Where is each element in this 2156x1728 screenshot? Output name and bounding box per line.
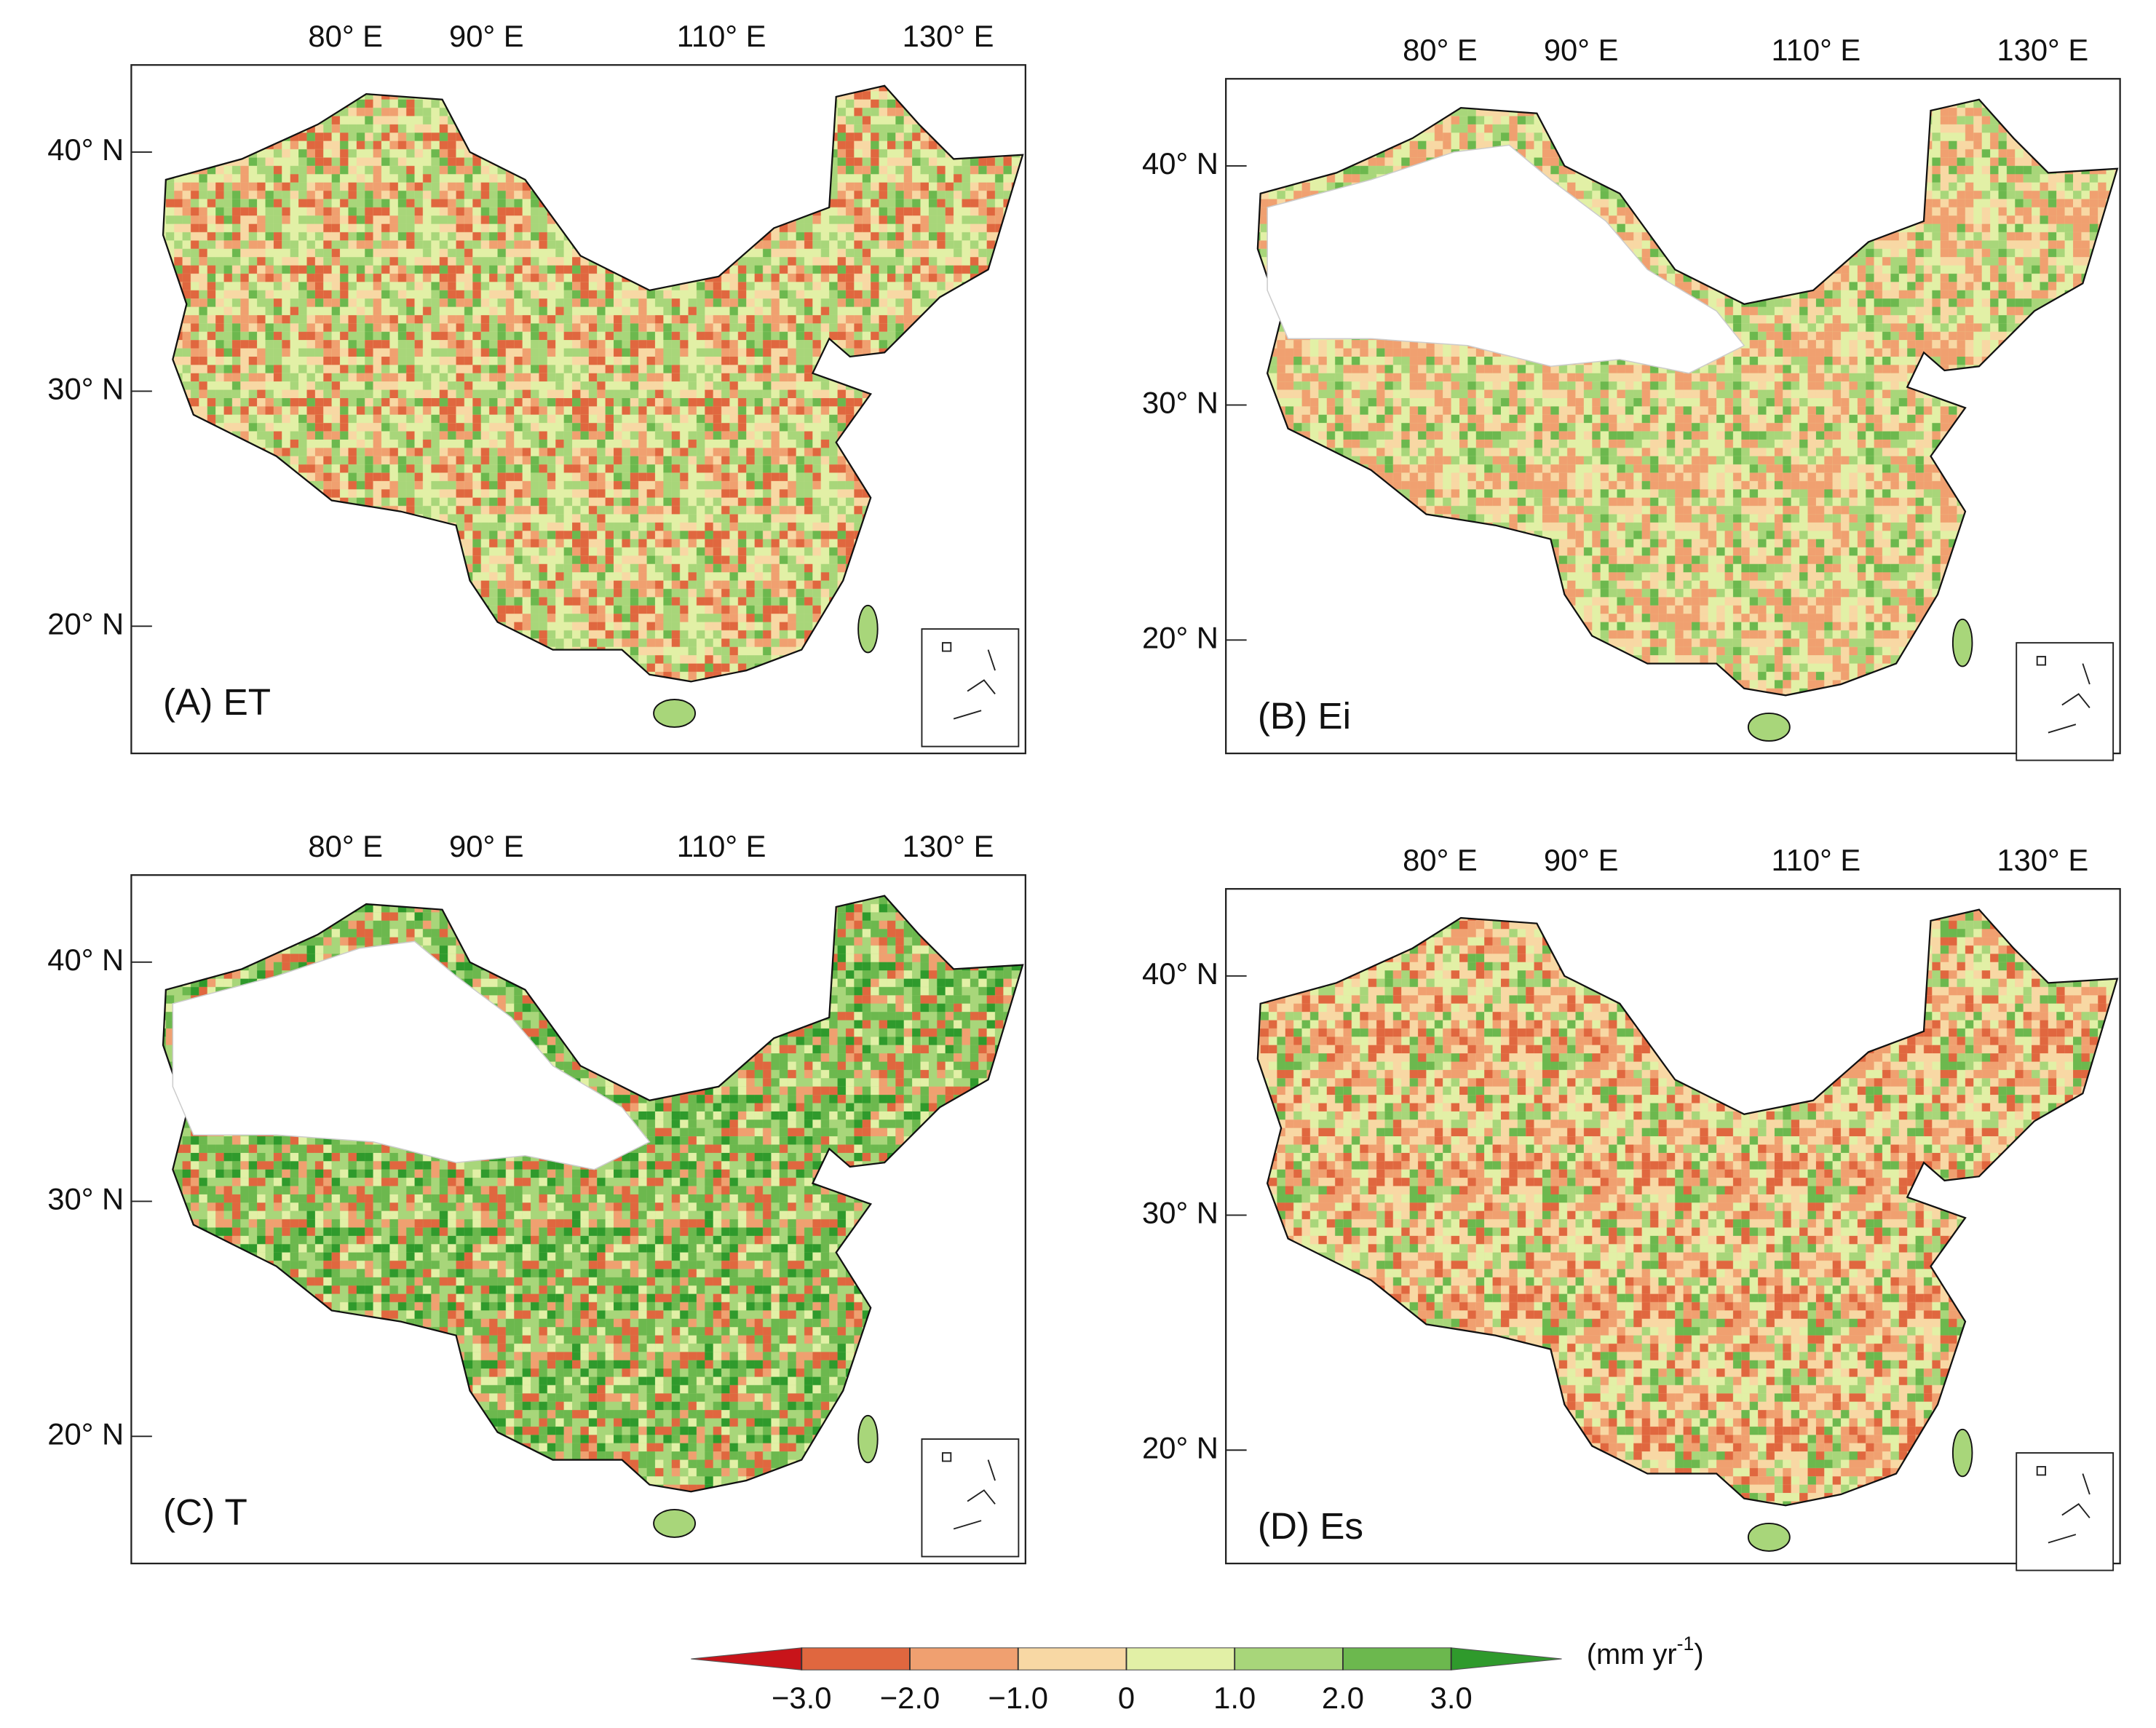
x-tick-label: 110° E bbox=[677, 19, 766, 53]
hainan bbox=[1747, 713, 1791, 742]
inset-box bbox=[2016, 642, 2115, 761]
china-outline bbox=[162, 84, 1024, 683]
hainan bbox=[653, 1508, 697, 1538]
colorbar-segment bbox=[1342, 1647, 1452, 1670]
colorbar-segment bbox=[1234, 1647, 1344, 1670]
y-tick-label: 30° N bbox=[47, 372, 124, 406]
x-tick-label: 80° E bbox=[308, 829, 383, 863]
colorbar-tick-label: 0 bbox=[1118, 1681, 1135, 1715]
taiwan bbox=[857, 604, 879, 654]
panel-label: (B) Ei bbox=[1258, 695, 1351, 737]
inset-islands bbox=[941, 1452, 996, 1530]
y-tick-label: 20° N bbox=[47, 1416, 124, 1451]
no-data-area bbox=[1267, 144, 1745, 374]
unit-close: ) bbox=[1694, 1638, 1703, 1670]
y-tick-label: 20° N bbox=[47, 606, 124, 641]
colorbar-segment bbox=[801, 1647, 911, 1670]
colorbar-segment bbox=[909, 1647, 1019, 1670]
colorbar-tick-label: −1.0 bbox=[988, 1681, 1048, 1715]
taiwan bbox=[857, 1414, 879, 1464]
colorbar-end bbox=[1451, 1647, 1562, 1670]
taiwan bbox=[1951, 618, 1973, 667]
colorbar-tick-label: 2.0 bbox=[1322, 1681, 1364, 1715]
y-tick-label: 40° N bbox=[47, 132, 124, 167]
x-tick-label: 130° E bbox=[1997, 843, 2088, 877]
x-tick-label: 130° E bbox=[903, 19, 994, 53]
x-tick-label: 110° E bbox=[677, 829, 766, 863]
y-tick-label: 20° N bbox=[1142, 620, 1218, 654]
hainan bbox=[1747, 1522, 1791, 1552]
inset-islands bbox=[2036, 1466, 2090, 1544]
panel-label: (C) T bbox=[163, 1491, 247, 1533]
panel-label: (A) ET bbox=[163, 681, 271, 723]
unit-exponent: -1 bbox=[1677, 1633, 1695, 1654]
y-tick-label: 40° N bbox=[47, 943, 124, 977]
y-tick-label: 40° N bbox=[1142, 956, 1218, 991]
colorbar-unit: (mm yr-1) bbox=[1587, 1633, 1704, 1670]
no-data-area bbox=[172, 940, 651, 1170]
x-tick-label: 80° E bbox=[1403, 33, 1478, 67]
x-tick-label: 90° E bbox=[1544, 33, 1619, 67]
panel-label: (D) Es bbox=[1258, 1505, 1363, 1547]
inset-box bbox=[2016, 1452, 2115, 1572]
x-tick-label: 90° E bbox=[1544, 843, 1619, 877]
inset-box bbox=[921, 1438, 1020, 1558]
y-tick-label: 40° N bbox=[1142, 146, 1218, 181]
hainan bbox=[653, 699, 697, 728]
y-tick-label: 30° N bbox=[47, 1181, 124, 1216]
colorbar-segment bbox=[1125, 1647, 1235, 1670]
y-tick-label: 30° N bbox=[1142, 1195, 1218, 1229]
colorbar-tick-label: 3.0 bbox=[1430, 1681, 1473, 1715]
colorbar-tick-label: −3.0 bbox=[772, 1681, 831, 1715]
x-tick-label: 90° E bbox=[449, 829, 524, 863]
colorbar-end bbox=[691, 1647, 802, 1670]
x-tick-label: 80° E bbox=[1403, 843, 1478, 877]
x-tick-label: 80° E bbox=[308, 19, 383, 53]
china-outline bbox=[1256, 908, 2119, 1507]
taiwan bbox=[1951, 1428, 1973, 1478]
x-tick-label: 130° E bbox=[903, 829, 994, 863]
x-tick-label: 110° E bbox=[1772, 33, 1861, 67]
colorbar-tick-label: −2.0 bbox=[880, 1681, 940, 1715]
inset-box bbox=[921, 628, 1020, 748]
x-tick-label: 110° E bbox=[1772, 843, 1861, 877]
inset-islands bbox=[2036, 656, 2090, 734]
x-tick-label: 90° E bbox=[449, 19, 524, 53]
colorbar-segment bbox=[1018, 1647, 1127, 1670]
colorbar-tick-label: 1.0 bbox=[1213, 1681, 1256, 1715]
inset-islands bbox=[941, 642, 996, 720]
y-tick-label: 30° N bbox=[1142, 385, 1218, 419]
unit-base: (mm yr bbox=[1587, 1638, 1677, 1670]
x-tick-label: 130° E bbox=[1997, 33, 2088, 67]
y-tick-label: 20° N bbox=[1142, 1430, 1218, 1465]
